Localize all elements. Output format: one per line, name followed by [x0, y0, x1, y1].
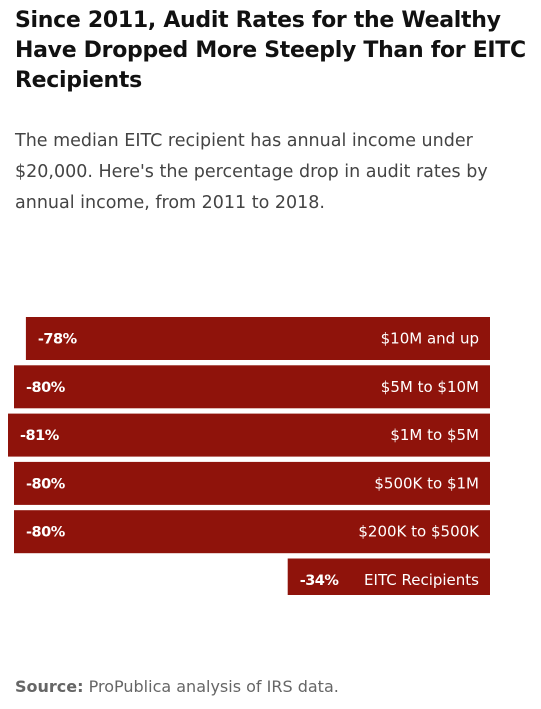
source-label: Source:: [15, 677, 84, 696]
bar-value-label: -78%: [38, 332, 78, 348]
bar: [8, 413, 490, 457]
bar-value-label: -80%: [26, 380, 66, 396]
bar-group: -80% $500K to $1M: [14, 461, 490, 505]
source-note: Source: ProPublica analysis of IRS data.: [15, 677, 339, 696]
chart-subtitle: The median EITC recipient has annual inc…: [15, 131, 488, 213]
bar-group: -78% $10M and up: [25, 317, 491, 360]
bar-category-label: $1M to $5M: [390, 426, 479, 444]
bar-group: -81% $1M to $5M: [8, 413, 490, 457]
bar-value-label: -80%: [26, 525, 66, 541]
bar-value-label: -80%: [26, 476, 66, 492]
chart-title: Since 2011, Audit Rates for the Wealthy …: [15, 8, 526, 93]
bar-group: -80% $5M to $10M: [14, 365, 490, 409]
bar-category-label: $500K to $1M: [374, 474, 479, 492]
bar-group: -80% $200K to $500K: [14, 510, 490, 554]
bar-category-label: $5M to $10M: [381, 378, 479, 396]
bar-group: -34% EITC Recipients: [287, 558, 490, 595]
bar: [287, 558, 490, 595]
bar-value-label: -34%: [300, 573, 340, 589]
bar: [14, 365, 490, 409]
bar: [25, 317, 491, 360]
bar-category-label: EITC Recipients: [364, 571, 479, 589]
bar: [14, 510, 490, 554]
source-text: ProPublica analysis of IRS data.: [88, 677, 339, 696]
bar-category-label: $200K to $500K: [358, 523, 480, 541]
bar-category-label: $10M and up: [381, 330, 479, 348]
bar-value-label: -81%: [20, 428, 60, 444]
bar-chart: -78% $10M and up -80% $5M to $10M -81% $1M to…: [8, 317, 491, 595]
bar: [14, 461, 490, 505]
